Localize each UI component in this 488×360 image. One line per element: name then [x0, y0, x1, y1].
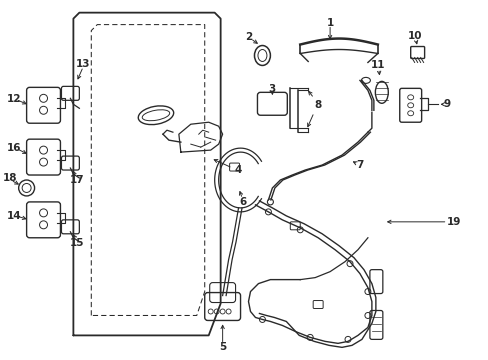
- Text: 15: 15: [70, 238, 84, 248]
- Text: 5: 5: [219, 342, 226, 352]
- Text: 12: 12: [6, 94, 21, 104]
- Text: 9: 9: [443, 99, 450, 109]
- Text: 7: 7: [356, 160, 363, 170]
- Text: 2: 2: [244, 32, 252, 41]
- Text: 11: 11: [370, 60, 385, 71]
- Text: 17: 17: [70, 175, 84, 185]
- Text: 4: 4: [234, 165, 242, 175]
- Text: 1: 1: [326, 18, 333, 28]
- Text: 16: 16: [6, 143, 21, 153]
- Text: 10: 10: [407, 31, 421, 41]
- Text: 13: 13: [76, 59, 90, 69]
- Text: 14: 14: [6, 211, 21, 221]
- Text: 18: 18: [2, 173, 17, 183]
- Text: 19: 19: [447, 217, 461, 227]
- Text: 6: 6: [239, 197, 245, 207]
- Text: 3: 3: [268, 84, 275, 94]
- Text: 8: 8: [314, 100, 321, 110]
